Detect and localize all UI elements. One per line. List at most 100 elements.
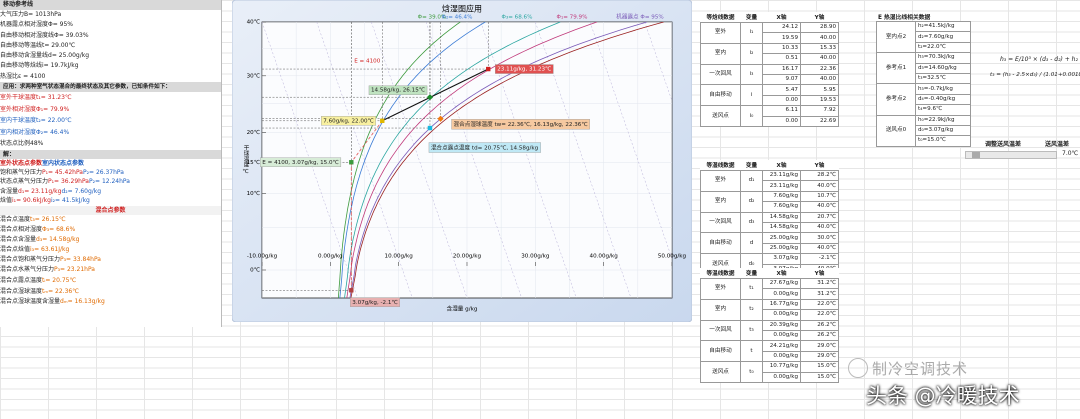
section-header: 解：: [0, 149, 221, 159]
slider[interactable]: [965, 151, 1057, 159]
point-marker: [427, 125, 433, 131]
row-label: 焓值: [0, 197, 13, 205]
variable: i₃: [740, 63, 763, 86]
group-name: 自由移动: [700, 84, 741, 107]
cell: 40.00: [800, 32, 839, 44]
row-label: 混合点露点温度: [0, 276, 43, 284]
cell: 24.21g/kg: [762, 340, 801, 352]
row-label: 自由移动等温线: [0, 41, 43, 49]
curve-label: 机器露点 Φ= 95%: [616, 13, 663, 21]
cell: t₀=15.0℃: [915, 135, 971, 147]
row: 混合点含湿量d₃= 14.58g/kg: [0, 235, 221, 245]
indoor-value: P₂= 26.37hPa: [82, 168, 124, 176]
row-value: t₁= 31.23℃: [36, 94, 72, 102]
mix-value: tₗ= 20.75℃: [42, 276, 77, 284]
row-label: 自由移动等焓线: [0, 62, 43, 70]
curve-label: Φ₁= 79.9%: [557, 15, 588, 21]
mix-value: i₃= 63.61J/kg: [30, 245, 70, 253]
row-label: 混合点湿球温度: [0, 287, 43, 295]
cell: 5.47: [762, 84, 801, 96]
indoor-value: d₂= 7.60g/kg: [61, 187, 102, 195]
row: 室外干球温度t₁= 31.23℃: [0, 92, 221, 104]
chart-title: 焓湿图应用: [442, 4, 482, 14]
cell: t₃=32.5℃: [915, 72, 971, 85]
point-label: 混合点露点温度 td= 20.75℃, 14.58g/kg: [431, 144, 539, 152]
point-marker: [349, 160, 354, 165]
variable: i₁: [740, 22, 763, 44]
row-value: d= 25.00g/kg: [48, 52, 90, 60]
rh-curve: [339, 22, 486, 298]
group-name: 室外: [700, 22, 741, 44]
cell: 15.33: [800, 42, 839, 55]
curve-label: Φ₂= 46.4%: [442, 15, 473, 21]
row-value: Φ₂= 46.4%: [36, 128, 70, 136]
row: 混合点温度t₃= 26.15℃: [0, 215, 221, 225]
cell: 5.95: [800, 84, 839, 96]
cell: 16.77g/kg: [762, 298, 801, 311]
data-table: 等焓线数据 变量 X轴 Y轴 室外 i₁ 24.12 28.90 19.59 40.00 室内 i₂ 1…: [700, 12, 839, 127]
y-tick-label: 20℃: [247, 129, 260, 136]
cell: 19.53: [800, 94, 839, 107]
cell: d₄=-0.40g/kg: [915, 93, 971, 106]
cell: d₀=3.07g/kg: [915, 124, 971, 137]
watermark-account: 头条 @冷暖技术: [866, 384, 1020, 408]
data-table: 等温线数据 变量 X轴 Y轴 室外 t₁ 27.67g/kg 31.2℃ 0.00g/kg 31.…: [700, 268, 839, 383]
cell: 40.00: [800, 73, 839, 86]
group-name: 自由移动: [700, 340, 741, 363]
table-row: 一次回风 i₃ 16.17 22.36: [700, 63, 839, 86]
variable: d: [740, 232, 763, 255]
row-label: 混合点相对湿度: [0, 225, 43, 233]
section-header: 混合点参数: [0, 205, 221, 215]
cell: 40.00: [800, 53, 839, 65]
table-row: 自由移动 t 24.21g/kg 29.0℃: [700, 340, 839, 363]
row-value: 48%: [30, 140, 44, 148]
cell: 10.33: [762, 42, 801, 55]
group-name: 室内: [700, 190, 741, 213]
variable: t₁: [740, 278, 763, 300]
column-header: Y轴: [814, 163, 825, 169]
cell: 20.7℃: [800, 211, 839, 223]
mix-value: Φ₃= 68.6%: [42, 225, 76, 233]
slider-label: 调整送风温差: [985, 141, 1022, 148]
e-table: 室内点2 h₂=41.5kJ/kg d₂=7.60g/kg t₂=22.0℃ 参考点1 h…: [876, 20, 971, 147]
mix-value: tₘ= 22.36℃: [42, 287, 79, 295]
row: 自由移动等焓线i= 19.7kJ/kg: [0, 61, 221, 71]
group-name: 参考点2: [876, 83, 916, 116]
group-name: 一次回风: [700, 319, 741, 342]
plot-content: [262, 22, 672, 298]
mixing-line: [382, 68, 489, 122]
table-row: 参考点2 h₃=-0.7kJ/kg: [876, 83, 971, 116]
x-tick-label: 30.00g/kg: [521, 254, 550, 260]
cell: 14.58g/kg: [762, 221, 801, 234]
column-header: Y轴: [814, 271, 825, 277]
enthalpy-guide: [316, 22, 413, 298]
row-value: Φ= 95%: [48, 21, 74, 29]
row: 状态点比例48%: [0, 138, 221, 150]
cell: 7.92: [800, 105, 839, 117]
cell: 0.00g/kg: [762, 288, 801, 300]
rh-curve: [337, 22, 461, 298]
rh-curve: [346, 22, 598, 298]
row-label: 机器露点相对湿度: [0, 21, 49, 29]
data-table: 等湿线数据 变量 X轴 Y轴 室外 d₁ 23.11g/kg 28.2℃ 23.11g/kg 40…: [700, 160, 839, 275]
table-row: 室内点2 h₂=41.5kJ/kg: [876, 20, 971, 54]
point-marker: [486, 66, 491, 72]
header-row: 等焓线数据 变量 X轴 Y轴: [701, 12, 839, 23]
y-tick-label: 0℃: [250, 267, 260, 274]
column-header: X轴: [776, 271, 787, 277]
y-tick-label: 15℃: [247, 159, 260, 166]
table-row: 室外 i₁ 24.12 28.90: [700, 21, 839, 44]
cell: h₃=70.3kJ/kg: [915, 52, 971, 64]
cell: 22.0℃: [800, 298, 839, 311]
cell: 0.51: [762, 53, 801, 65]
process-line: [350, 120, 383, 163]
row: 大气压力B= 1013hPa: [0, 10, 221, 20]
cell: 14.58g/kg: [762, 211, 801, 223]
slider-thumb: [972, 152, 980, 158]
x-tick-label: 40.00g/kg: [590, 254, 619, 260]
enthalpy-guide: [589, 22, 672, 260]
cell: 3.07g/kg: [762, 253, 801, 265]
row-label: 混合点水蒸气分压力: [0, 265, 55, 273]
row-label: 自由移动含湿量线: [0, 52, 49, 60]
point-label-bg: [321, 116, 377, 126]
